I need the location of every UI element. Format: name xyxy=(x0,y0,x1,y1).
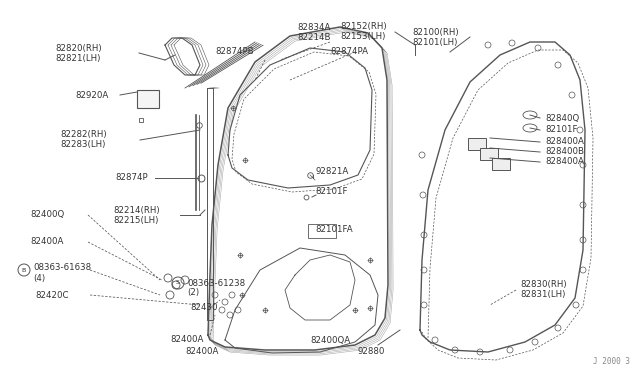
Text: 82400Q: 82400Q xyxy=(30,211,64,219)
Text: 82400A: 82400A xyxy=(170,336,204,344)
Text: 828400B: 828400B xyxy=(545,148,584,157)
Text: 82100(RH): 82100(RH) xyxy=(412,28,459,36)
Text: 82874P: 82874P xyxy=(115,173,148,183)
Text: 82430: 82430 xyxy=(190,304,218,312)
Bar xyxy=(480,148,498,160)
Text: 82874PA: 82874PA xyxy=(330,48,368,57)
Text: 82400A: 82400A xyxy=(30,237,63,247)
Bar xyxy=(492,158,510,170)
Text: 08363-61638: 08363-61638 xyxy=(33,263,91,273)
Text: 82840Q: 82840Q xyxy=(545,113,579,122)
Text: 08363-61238: 08363-61238 xyxy=(187,279,245,288)
Text: 82152(RH): 82152(RH) xyxy=(340,22,387,32)
Text: 82215(LH): 82215(LH) xyxy=(113,215,158,224)
Text: 82834A: 82834A xyxy=(297,22,330,32)
Text: 82400A: 82400A xyxy=(185,347,218,356)
Text: 82830(RH): 82830(RH) xyxy=(520,280,566,289)
Bar xyxy=(308,224,336,238)
Text: (2): (2) xyxy=(187,289,199,298)
Text: J 2000 3: J 2000 3 xyxy=(593,357,630,366)
Text: 82101F: 82101F xyxy=(315,187,348,196)
Text: 92880: 92880 xyxy=(358,347,385,356)
Text: 82101(LH): 82101(LH) xyxy=(412,38,458,46)
Text: 82874PB: 82874PB xyxy=(215,48,253,57)
Text: (4): (4) xyxy=(33,273,45,282)
Text: 82153(LH): 82153(LH) xyxy=(340,32,385,42)
Text: 82101FA: 82101FA xyxy=(315,225,353,234)
Text: 82214(RH): 82214(RH) xyxy=(113,205,159,215)
Text: 82214B: 82214B xyxy=(297,32,330,42)
Text: 828400A: 828400A xyxy=(545,157,584,167)
Text: 82400QA: 82400QA xyxy=(310,336,350,344)
Text: 82820(RH): 82820(RH) xyxy=(55,44,102,52)
Text: 82420C: 82420C xyxy=(35,291,68,299)
Text: 82821(LH): 82821(LH) xyxy=(55,54,100,62)
Text: 82283(LH): 82283(LH) xyxy=(60,141,106,150)
Text: 92821A: 92821A xyxy=(315,167,348,176)
Text: 82831(LH): 82831(LH) xyxy=(520,291,565,299)
Text: 828400A: 828400A xyxy=(545,138,584,147)
Bar xyxy=(137,90,159,108)
Text: 82282(RH): 82282(RH) xyxy=(60,131,107,140)
Text: B: B xyxy=(22,267,26,273)
Bar xyxy=(468,138,486,150)
Text: 82101F: 82101F xyxy=(545,125,577,135)
Text: 82920A: 82920A xyxy=(75,90,108,99)
Text: S: S xyxy=(176,280,180,285)
